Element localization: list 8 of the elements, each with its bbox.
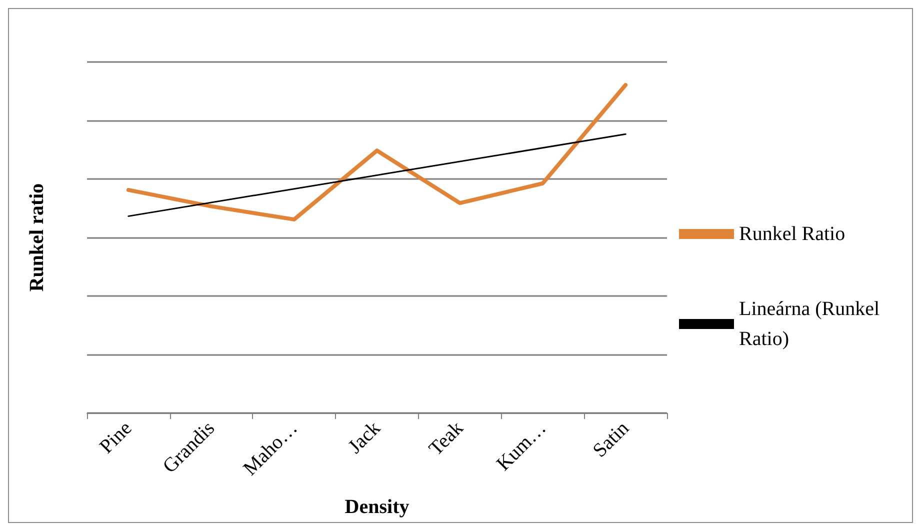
y-axis-title: Runkel ratio [26,183,48,292]
legend-label: Runkel Ratio [739,223,846,245]
legend-label: Lineárna (Runkel Ratio) [739,298,884,350]
x-tick-label: Satin [588,417,634,462]
x-tick-label: Pine [96,417,136,458]
x-axis-title: Density [344,496,410,518]
x-tick-label: Jack [344,417,385,458]
x-tick-label: Teak [424,417,468,460]
